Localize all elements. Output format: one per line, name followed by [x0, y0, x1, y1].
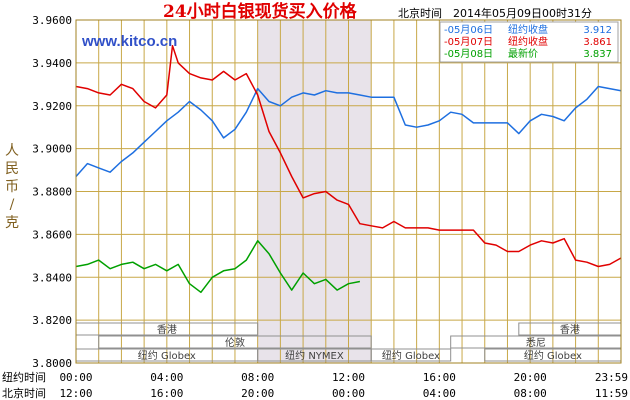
y-label-char: 币 [5, 179, 19, 195]
x-tick-label-ny: 08:00 [241, 371, 274, 384]
x-tick-label-bj: 12:00 [59, 387, 92, 400]
legend-value: 3.861 [583, 37, 612, 48]
x-tick-label-ny: 20:00 [514, 371, 547, 384]
y-label-char: 克 [5, 215, 19, 231]
legend-date: -05月06日 [444, 24, 493, 36]
x-tick-label-bj: 00:00 [332, 387, 365, 400]
legend-box [439, 21, 619, 63]
market-session-label: 香港 [560, 324, 580, 336]
market-session-box [370, 348, 452, 362]
y-tick-label: 3.8600 [32, 228, 72, 241]
series-line-05月07日 [75, 44, 622, 268]
market-session-label: 纽约 Globex [138, 349, 196, 362]
series-group [75, 44, 622, 294]
legend-date: -05月07日 [444, 36, 493, 48]
y-tick-label: 3.8800 [32, 186, 72, 199]
x-tick-label-ny: 00:00 [59, 371, 92, 384]
x-row-label-bj: 北京时间 [2, 386, 46, 400]
x-tick-label-ny: 12:00 [332, 371, 365, 384]
legend-value: 3.837 [583, 49, 612, 60]
series-line-05月06日 [75, 85, 622, 177]
y-label-char: 人 [5, 143, 19, 159]
legend-date: -05月08日 [444, 48, 493, 60]
market-session-label: 纽约 NYMEX [285, 349, 344, 362]
y-tick-label: 3.8400 [32, 271, 72, 284]
y-tick-label: 3.9400 [32, 57, 72, 70]
x-tick-label-bj: 08:00 [514, 387, 547, 400]
x-tick-label-ny: 16:00 [423, 371, 456, 384]
x-row-label-ny: 纽约时间 [2, 370, 46, 384]
legend-label: 纽约收盘 [508, 35, 548, 48]
y-ticks-group: 3.9600 3.9400 3.9200 3.9000 3.8800 3.8600 3.84… [32, 14, 72, 370]
market-session-label: 悉尼 [526, 337, 546, 349]
x-tick-label-ny: 04:00 [150, 371, 183, 384]
y-label-char: / [10, 197, 15, 213]
legend: -05月06日 纽约收盘 3.912-05月07日 纽约收盘 3.861-05月08日最… [439, 21, 619, 63]
y-tick-label: 3.9600 [32, 14, 72, 27]
market-session-label: 伦敦 [225, 336, 245, 349]
y-tick-label: 3.9000 [32, 143, 72, 156]
x-tick-label-ny: 23:59 [595, 371, 628, 384]
x-tick-label-bj: 04:00 [423, 387, 456, 400]
market-session-label: 纽约 Globex [524, 349, 582, 362]
y-tick-label: 3.8200 [32, 314, 72, 327]
y-tick-label: 3.8000 [32, 357, 72, 370]
chart-title: 24小时白银现货买入价格 [163, 1, 358, 22]
market-session-box [98, 335, 372, 349]
y-axis-label: 人民币 / 克 [5, 143, 19, 231]
site-watermark: www.kitco.cn [81, 33, 177, 50]
x-tick-label-bj: 11:59 [595, 387, 628, 400]
x-ticks-group: 00:00 04:00 08:00 12:00 16:00 20:00 23:59 12:00… [59, 371, 628, 400]
grid-group [76, 19, 621, 364]
market-session-label: 香港 [157, 324, 177, 336]
x-tick-label-bj: 20:00 [241, 387, 274, 400]
legend-label: 纽约收盘 [508, 23, 548, 36]
plot-border [75, 19, 622, 364]
x-tick-label-bj: 16:00 [150, 387, 183, 400]
timestamp: 北京时间 2014年05月09日00时31分 [398, 6, 592, 20]
legend-label: 最新价 [508, 47, 538, 60]
market-session-label: 纽约 Globex [382, 349, 440, 362]
legend-value: 3.912 [583, 25, 612, 36]
y-label-char: 民 [5, 161, 19, 177]
series-line-05月08日 [75, 240, 361, 294]
y-tick-label: 3.9200 [32, 100, 72, 113]
